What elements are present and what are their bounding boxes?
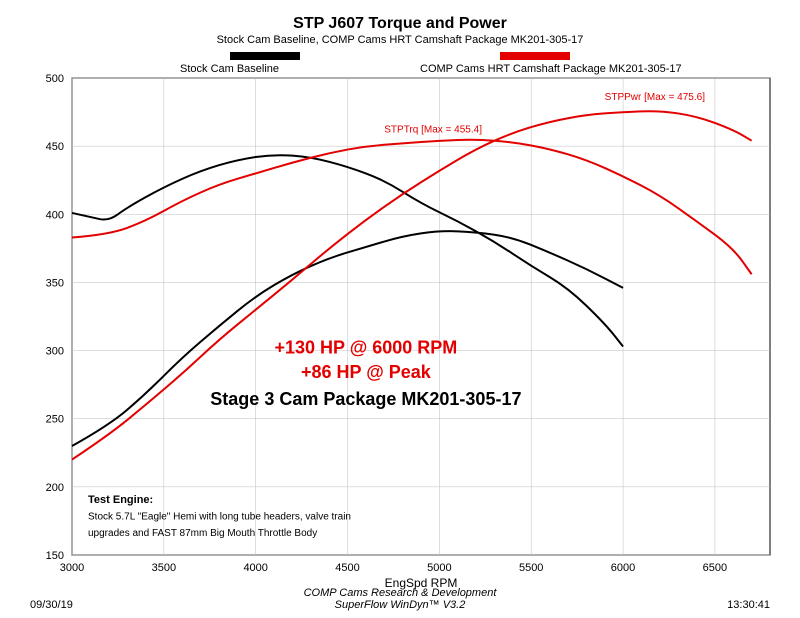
footer-date: 09/30/19: [30, 599, 73, 611]
trq-max-label: STPTrq [Max = 455.4]: [384, 125, 482, 136]
chart-title: STP J607 Torque and Power: [293, 15, 507, 32]
y-tick-label: 450: [46, 141, 64, 153]
x-tick-label: 4000: [243, 562, 267, 574]
y-tick-label: 300: [46, 346, 64, 358]
y-tick-label: 150: [46, 550, 64, 562]
chart-subtitle: Stock Cam Baseline, COMP Cams HRT Camsha…: [217, 34, 584, 46]
legend-swatch-stock: [230, 52, 300, 60]
x-tick-label: 5500: [519, 562, 543, 574]
test-engine-line2: upgrades and FAST 87mm Big Mouth Throttl…: [88, 528, 317, 539]
test-engine-line1: Stock 5.7L "Eagle" Hemi with long tube h…: [88, 512, 351, 523]
legend-label-stock: Stock Cam Baseline: [180, 63, 279, 75]
y-tick-label: 200: [46, 482, 64, 494]
callout-hp-gain: +130 HP @ 6000 RPM: [274, 337, 457, 357]
callout-package: Stage 3 Cam Package MK201-305-17: [210, 389, 521, 409]
legend-swatch-comp: [500, 52, 570, 60]
x-tick-label: 3000: [60, 562, 84, 574]
y-tick-label: 250: [46, 414, 64, 426]
test-engine-title: Test Engine:: [88, 494, 153, 506]
x-tick-label: 4500: [335, 562, 359, 574]
plot-area: [72, 78, 770, 555]
x-tick-label: 6500: [703, 562, 727, 574]
callout-peak-gain: +86 HP @ Peak: [301, 362, 432, 382]
legend-label-comp: COMP Cams HRT Camshaft Package MK201-305…: [420, 63, 682, 75]
pwr-max-label: STPPwr [Max = 475.6]: [605, 92, 706, 103]
y-tick-label: 500: [46, 73, 64, 85]
x-tick-label: 3500: [152, 562, 176, 574]
y-tick-label: 400: [46, 209, 64, 221]
footer-software: SuperFlow WinDyn™ V3.2: [335, 599, 466, 611]
footer-org: COMP Cams Research & Development: [304, 587, 498, 599]
x-tick-label: 6000: [611, 562, 635, 574]
y-tick-label: 350: [46, 277, 64, 289]
x-tick-label: 5000: [427, 562, 451, 574]
footer-time: 13:30:41: [727, 599, 770, 611]
